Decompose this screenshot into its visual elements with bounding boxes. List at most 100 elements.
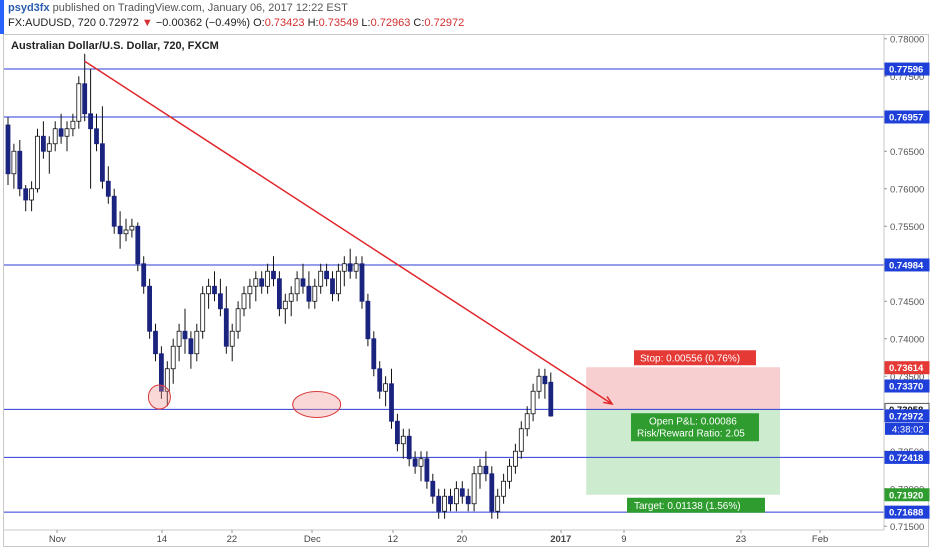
candle-body (536, 375, 542, 392)
price-tag (884, 258, 930, 272)
candle-body (347, 263, 353, 272)
candle-body (483, 465, 489, 475)
candle-body (64, 128, 70, 137)
candle-body (217, 293, 223, 310)
highlight-circle (292, 391, 342, 418)
candle-body (117, 225, 123, 235)
candle-body (513, 450, 518, 467)
high-value: 0.73549 (318, 17, 359, 29)
time-tick-label: 22 (227, 534, 238, 545)
candle-body (182, 330, 188, 340)
stop-zone (586, 367, 780, 410)
candle-body (135, 225, 141, 265)
price-tag (884, 488, 930, 502)
candle-body (335, 270, 341, 295)
candle-body (276, 278, 282, 310)
candle-body (212, 285, 217, 295)
candle-body (194, 330, 200, 355)
candle-body (548, 381, 554, 417)
price-tick-label: 0.74500 (890, 297, 924, 308)
published-text: published on TradingView.com, January 06… (49, 2, 348, 14)
candle-body (35, 135, 40, 190)
candle-body (188, 338, 194, 355)
low-label: L: (361, 17, 371, 29)
candle-body (459, 488, 465, 497)
candle-body (111, 195, 117, 227)
high-label: H: (307, 17, 319, 29)
pnl-label: Open P&L: 0.00086 (649, 416, 737, 427)
candle-body (465, 495, 471, 505)
candle-body (406, 435, 412, 460)
price-tag-label: 0.72418 (889, 453, 923, 464)
candle-body (365, 300, 371, 340)
price-tick-label: 0.74000 (890, 334, 924, 345)
countdown-label: 4:38:02 (892, 424, 924, 435)
candle-body (377, 368, 383, 392)
candle-body (530, 390, 536, 415)
candle-body (418, 458, 424, 467)
candle-body (46, 143, 52, 152)
price-tag-label: 0.73614 (889, 363, 924, 374)
candle-body (100, 143, 105, 182)
candle-body (70, 120, 76, 130)
close-label: C: (413, 17, 425, 29)
candle-body (330, 278, 335, 295)
candle-body (94, 128, 99, 145)
open-label: O: (253, 17, 265, 29)
candle-body (359, 263, 365, 302)
price-tag (884, 379, 930, 393)
stop-label: Stop: 0.00556 (0.76%) (640, 353, 740, 364)
time-tick-label: 2017 (550, 534, 571, 545)
candle-body (29, 188, 35, 201)
candle-body (448, 495, 453, 505)
candle-body (158, 353, 164, 392)
candle-body (141, 263, 147, 287)
candle-body (371, 338, 377, 370)
candle-body (200, 293, 206, 332)
candle-body (241, 293, 247, 310)
rr-label: Risk/Reward Ratio: 2.05 (637, 428, 745, 439)
candle-body (442, 495, 448, 512)
candle-body (430, 480, 436, 497)
time-tick-label: 23 (736, 534, 747, 545)
pnl-label-box (631, 413, 759, 442)
candle-body (247, 285, 253, 295)
candle-body (41, 135, 46, 152)
candle-body (471, 473, 477, 505)
target-label-box (627, 497, 765, 513)
price-tick-label: 0.75500 (890, 222, 924, 233)
candle-body (453, 488, 459, 505)
candle-body (265, 270, 271, 287)
price-tag (884, 450, 930, 464)
candle-body (206, 285, 212, 295)
price-tag-label: 0.74984 (889, 260, 924, 271)
candle-body (300, 278, 306, 287)
candle-body (318, 270, 324, 287)
candle-body (312, 285, 318, 302)
candle-body (123, 229, 129, 235)
candle-body (542, 375, 548, 385)
author-link[interactable]: psyd3fx (8, 2, 50, 14)
trendline-arrow-icon (603, 396, 614, 406)
candle-body (164, 368, 170, 392)
trendline (84, 60, 613, 405)
candle-body (253, 278, 259, 287)
candle-body (153, 330, 158, 355)
candle-body (229, 330, 235, 347)
price-tick-label: 0.71500 (890, 522, 924, 533)
stop-label-box (634, 350, 756, 366)
candle-body (383, 383, 389, 392)
candle-body (235, 308, 241, 332)
price-tick-label: 0.78000 (890, 34, 924, 45)
price-tag (884, 110, 930, 124)
candle-body (341, 263, 347, 272)
candle-body (394, 420, 400, 445)
candle-body (88, 113, 93, 130)
price-tick-label: 0.76000 (890, 184, 924, 195)
symbol-label: FX:AUDUSD, 720 (8, 17, 97, 29)
chart-title: Australian Dollar/U.S. Dollar, 720, FXCM (11, 40, 219, 52)
price-tag-label: 0.72972 (889, 411, 923, 422)
candle-body (23, 188, 29, 201)
candle-body (147, 285, 153, 332)
